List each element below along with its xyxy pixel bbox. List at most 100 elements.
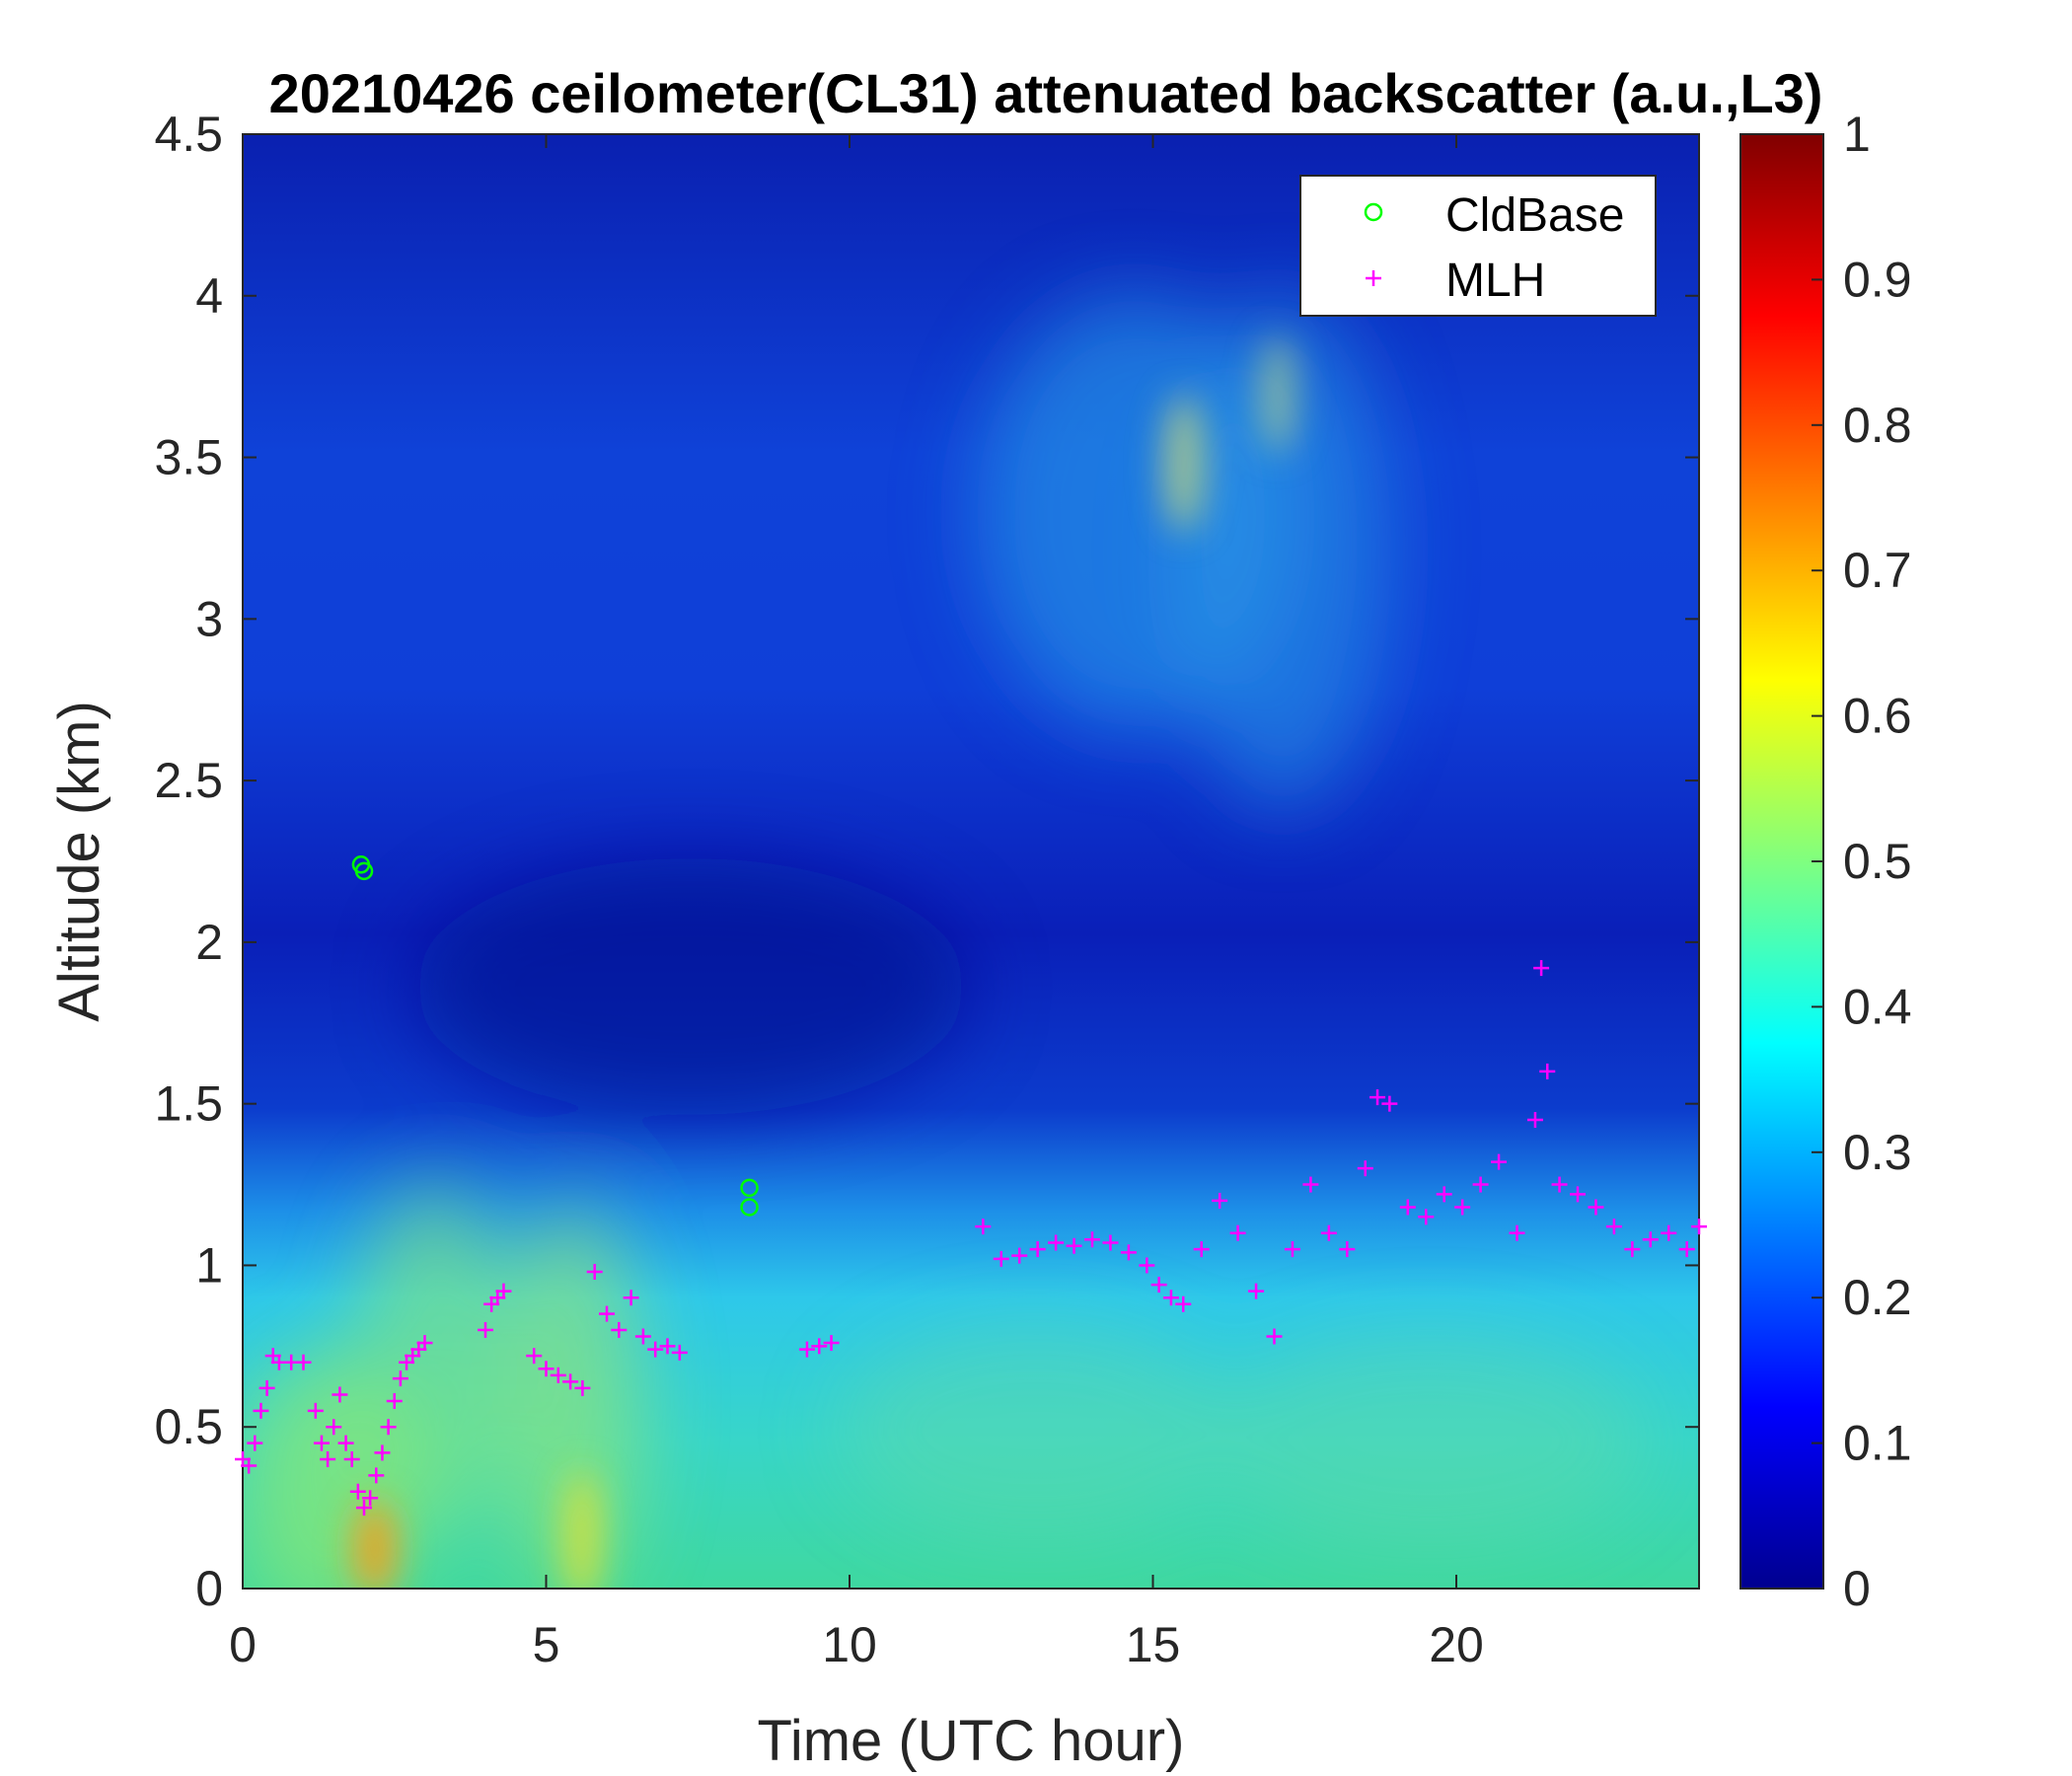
y-tick-label: 4	[195, 268, 223, 324]
mlh-point	[1029, 1241, 1046, 1258]
x-tick-label: 10	[822, 1617, 877, 1672]
colorbar-tick-label: 0.9	[1843, 252, 1912, 307]
colorbar-tick-label: 0.8	[1843, 398, 1912, 453]
x-tick-label: 0	[229, 1617, 257, 1672]
mlh-point	[1539, 1063, 1556, 1079]
colorbar	[1739, 133, 1824, 1590]
mlh-point	[1011, 1247, 1028, 1264]
mlh-point	[1436, 1186, 1452, 1203]
mlh-point	[1491, 1153, 1508, 1170]
mlh-point	[647, 1341, 664, 1358]
mlh-point	[374, 1444, 391, 1461]
mlh-point	[538, 1361, 555, 1377]
cldbase-point	[740, 1178, 759, 1198]
mlh-point	[259, 1379, 275, 1396]
mlh-point	[975, 1219, 992, 1235]
colorbar-tick-label: 0.6	[1843, 689, 1912, 744]
legend-label-cldbase: CldBase	[1445, 189, 1624, 242]
chart-title: 20210426 ceilometer(CL31) attenuated bac…	[269, 62, 1823, 124]
mlh-point	[1454, 1199, 1471, 1216]
mlh-point	[1588, 1199, 1604, 1216]
mlh-point	[478, 1321, 493, 1338]
mlh-point	[526, 1348, 543, 1365]
colorbar-tick-label: 0.7	[1843, 543, 1912, 598]
colorbar-tick-label: 1	[1843, 107, 1871, 162]
mlh-point	[1642, 1231, 1659, 1248]
mlh-point	[1339, 1241, 1356, 1258]
mlh-point	[1248, 1283, 1265, 1299]
x-tick-label: 5	[533, 1617, 560, 1672]
y-tick-label: 2.5	[154, 753, 223, 808]
x-axis: 0 5 10 15 20	[229, 134, 1484, 1672]
x-tick-label: 20	[1429, 1617, 1484, 1672]
mlh-point	[1162, 1290, 1179, 1306]
mlh-point	[586, 1263, 603, 1280]
mlh-point	[1509, 1224, 1525, 1241]
mlh-point	[1175, 1295, 1192, 1312]
mlh-point	[1150, 1277, 1167, 1294]
mlh-point	[313, 1435, 330, 1451]
mlh-point	[1048, 1234, 1065, 1251]
mlh-point	[823, 1335, 840, 1352]
legend-circle-marker	[1364, 202, 1383, 222]
mlh-point	[495, 1283, 512, 1299]
mlh-point	[1399, 1199, 1416, 1216]
mlh-point	[247, 1435, 263, 1451]
mlh-point	[1381, 1095, 1398, 1112]
mlh-point	[253, 1402, 269, 1419]
legend-plus-marker	[1366, 270, 1381, 286]
colorbar-ticks: 0 0.1 0.2 0.3 0.4 0.5 0.6 0.7 0.8 0.9 1	[1812, 107, 1912, 1616]
mlh-point	[343, 1450, 360, 1467]
mlh-point	[1066, 1237, 1082, 1254]
colorbar-tick-label: 0.3	[1843, 1125, 1912, 1180]
mlh-point	[1139, 1257, 1155, 1274]
mlh-point	[295, 1354, 312, 1370]
colorbar-tick-label: 0	[1843, 1561, 1871, 1616]
colorbar-tick-label: 0.4	[1843, 979, 1912, 1034]
mlh-point	[241, 1457, 258, 1474]
mlh-point	[671, 1344, 688, 1361]
legend-box	[1299, 175, 1657, 317]
mlh-point	[634, 1328, 651, 1345]
colorbar-tick-label: 0.1	[1843, 1416, 1912, 1471]
mlh-point	[798, 1341, 815, 1358]
y-tick-label: 2	[195, 915, 223, 970]
y-tick-label: 0	[195, 1561, 223, 1616]
colorbar-tick-label: 0.2	[1843, 1270, 1912, 1325]
legend-label-mlh: MLH	[1445, 255, 1545, 307]
mlh-point	[1691, 1219, 1707, 1235]
mlh-point	[320, 1450, 336, 1467]
plot-frame	[242, 133, 1700, 1590]
mlh-point	[356, 1500, 372, 1517]
cldbase-point	[354, 861, 374, 881]
mlh-point	[1212, 1192, 1228, 1209]
mlh-point	[993, 1250, 1009, 1267]
mlh-point	[392, 1370, 408, 1387]
mlh-point	[599, 1305, 615, 1322]
mlh-point	[1533, 960, 1550, 977]
y-axis-title: Altitude (km)	[47, 701, 111, 1022]
mlh-point	[307, 1402, 324, 1419]
mlh-point	[659, 1338, 676, 1355]
mlh-point	[1229, 1224, 1246, 1241]
heatmap-field	[243, 134, 1699, 1589]
mlh-point	[349, 1483, 366, 1500]
mlh-point	[380, 1419, 397, 1436]
mlh-point	[1624, 1241, 1641, 1258]
mlh-point	[1120, 1244, 1137, 1261]
mlh-point	[811, 1338, 828, 1355]
mlh-point	[1266, 1328, 1283, 1345]
mlh-point	[362, 1490, 379, 1507]
mlh-point	[1302, 1176, 1319, 1193]
legend: CldBase MLH	[1299, 175, 1657, 317]
mlh-point	[550, 1367, 566, 1383]
mlh-point	[1084, 1231, 1100, 1248]
mlh-point	[623, 1290, 639, 1306]
mlh-point	[416, 1335, 433, 1352]
mlh-point	[1472, 1176, 1489, 1193]
mlh-point	[326, 1419, 342, 1436]
mlh-point	[611, 1321, 628, 1338]
mlh-point	[1605, 1219, 1622, 1235]
y-tick-label: 3.5	[154, 430, 223, 485]
